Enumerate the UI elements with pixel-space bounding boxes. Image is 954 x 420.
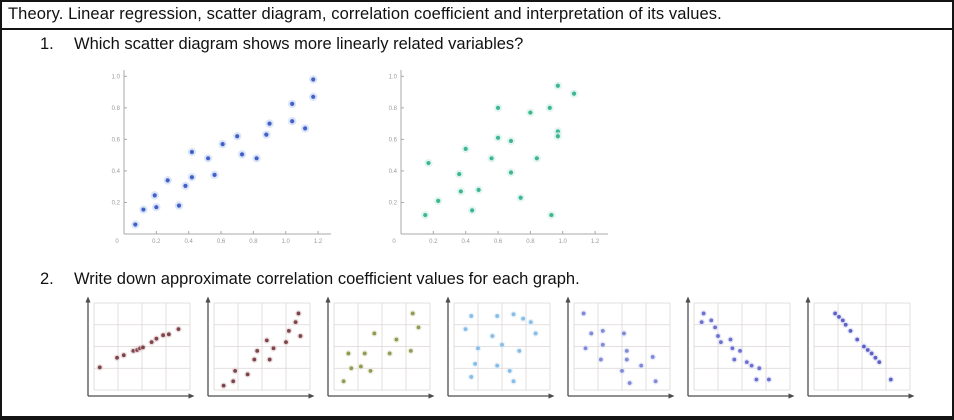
svg-text:1.0: 1.0 [389,74,398,80]
svg-text:1.2: 1.2 [591,239,600,245]
svg-text:0: 0 [392,239,396,245]
correlation-graph-3 [320,295,436,400]
svg-text:0.6: 0.6 [389,137,398,143]
svg-text:0.8: 0.8 [112,106,121,112]
svg-text:0.4: 0.4 [389,169,398,175]
svg-text:1.0: 1.0 [282,239,291,245]
svg-text:0.2: 0.2 [112,200,121,206]
question-1-number: 1. [40,35,54,53]
svg-text:0.2: 0.2 [389,200,398,206]
question-1-text: Which scatter diagram shows more linearl… [74,35,524,53]
svg-text:0.8: 0.8 [526,239,535,245]
question-2-number: 2. [40,270,54,288]
svg-text:0.8: 0.8 [249,239,258,245]
correlation-graph-7 [800,295,916,400]
correlation-graph-4 [440,295,556,400]
page-title: Theory. Linear regression, scatter diagr… [2,2,952,30]
svg-text:0: 0 [115,239,119,245]
scatter-diagram-2: 0.2 0.4 0.6 0.8 1.0 1.2 0 0.2 0.4 0.6 0.8 1.0 [375,64,620,256]
correlation-graph-6 [680,295,796,400]
svg-text:0.2: 0.2 [152,239,161,245]
svg-text:0.4: 0.4 [462,239,471,245]
svg-text:0.8: 0.8 [389,106,398,112]
correlation-graph-5 [560,295,676,400]
question-2: 2. Write down approximate correlation co… [40,270,952,289]
svg-text:0.4: 0.4 [185,239,194,245]
svg-text:1.2: 1.2 [314,239,323,245]
scatter-diagram-1: 0.2 0.4 0.6 0.8 1.0 1.2 0 0.2 0.4 0.6 0.8 1.0 [98,64,343,256]
correlation-graphs-row [80,295,952,400]
question-1: 1. Which scatter diagram shows more line… [40,35,952,54]
correlation-graph-2 [200,295,316,400]
svg-text:0.6: 0.6 [217,239,226,245]
correlation-graph-1 [80,295,196,400]
svg-text:0.2: 0.2 [429,239,438,245]
svg-text:1.0: 1.0 [112,74,121,80]
svg-text:1.0: 1.0 [559,239,568,245]
svg-text:0.4: 0.4 [112,169,121,175]
question-2-text: Write down approximate correlation coeff… [74,270,580,288]
svg-text:0.6: 0.6 [494,239,503,245]
svg-text:0.6: 0.6 [112,137,121,143]
large-scatter-row: 0.2 0.4 0.6 0.8 1.0 1.2 0 0.2 0.4 0.6 0.8 1.0 0.2 0.… [98,64,952,256]
